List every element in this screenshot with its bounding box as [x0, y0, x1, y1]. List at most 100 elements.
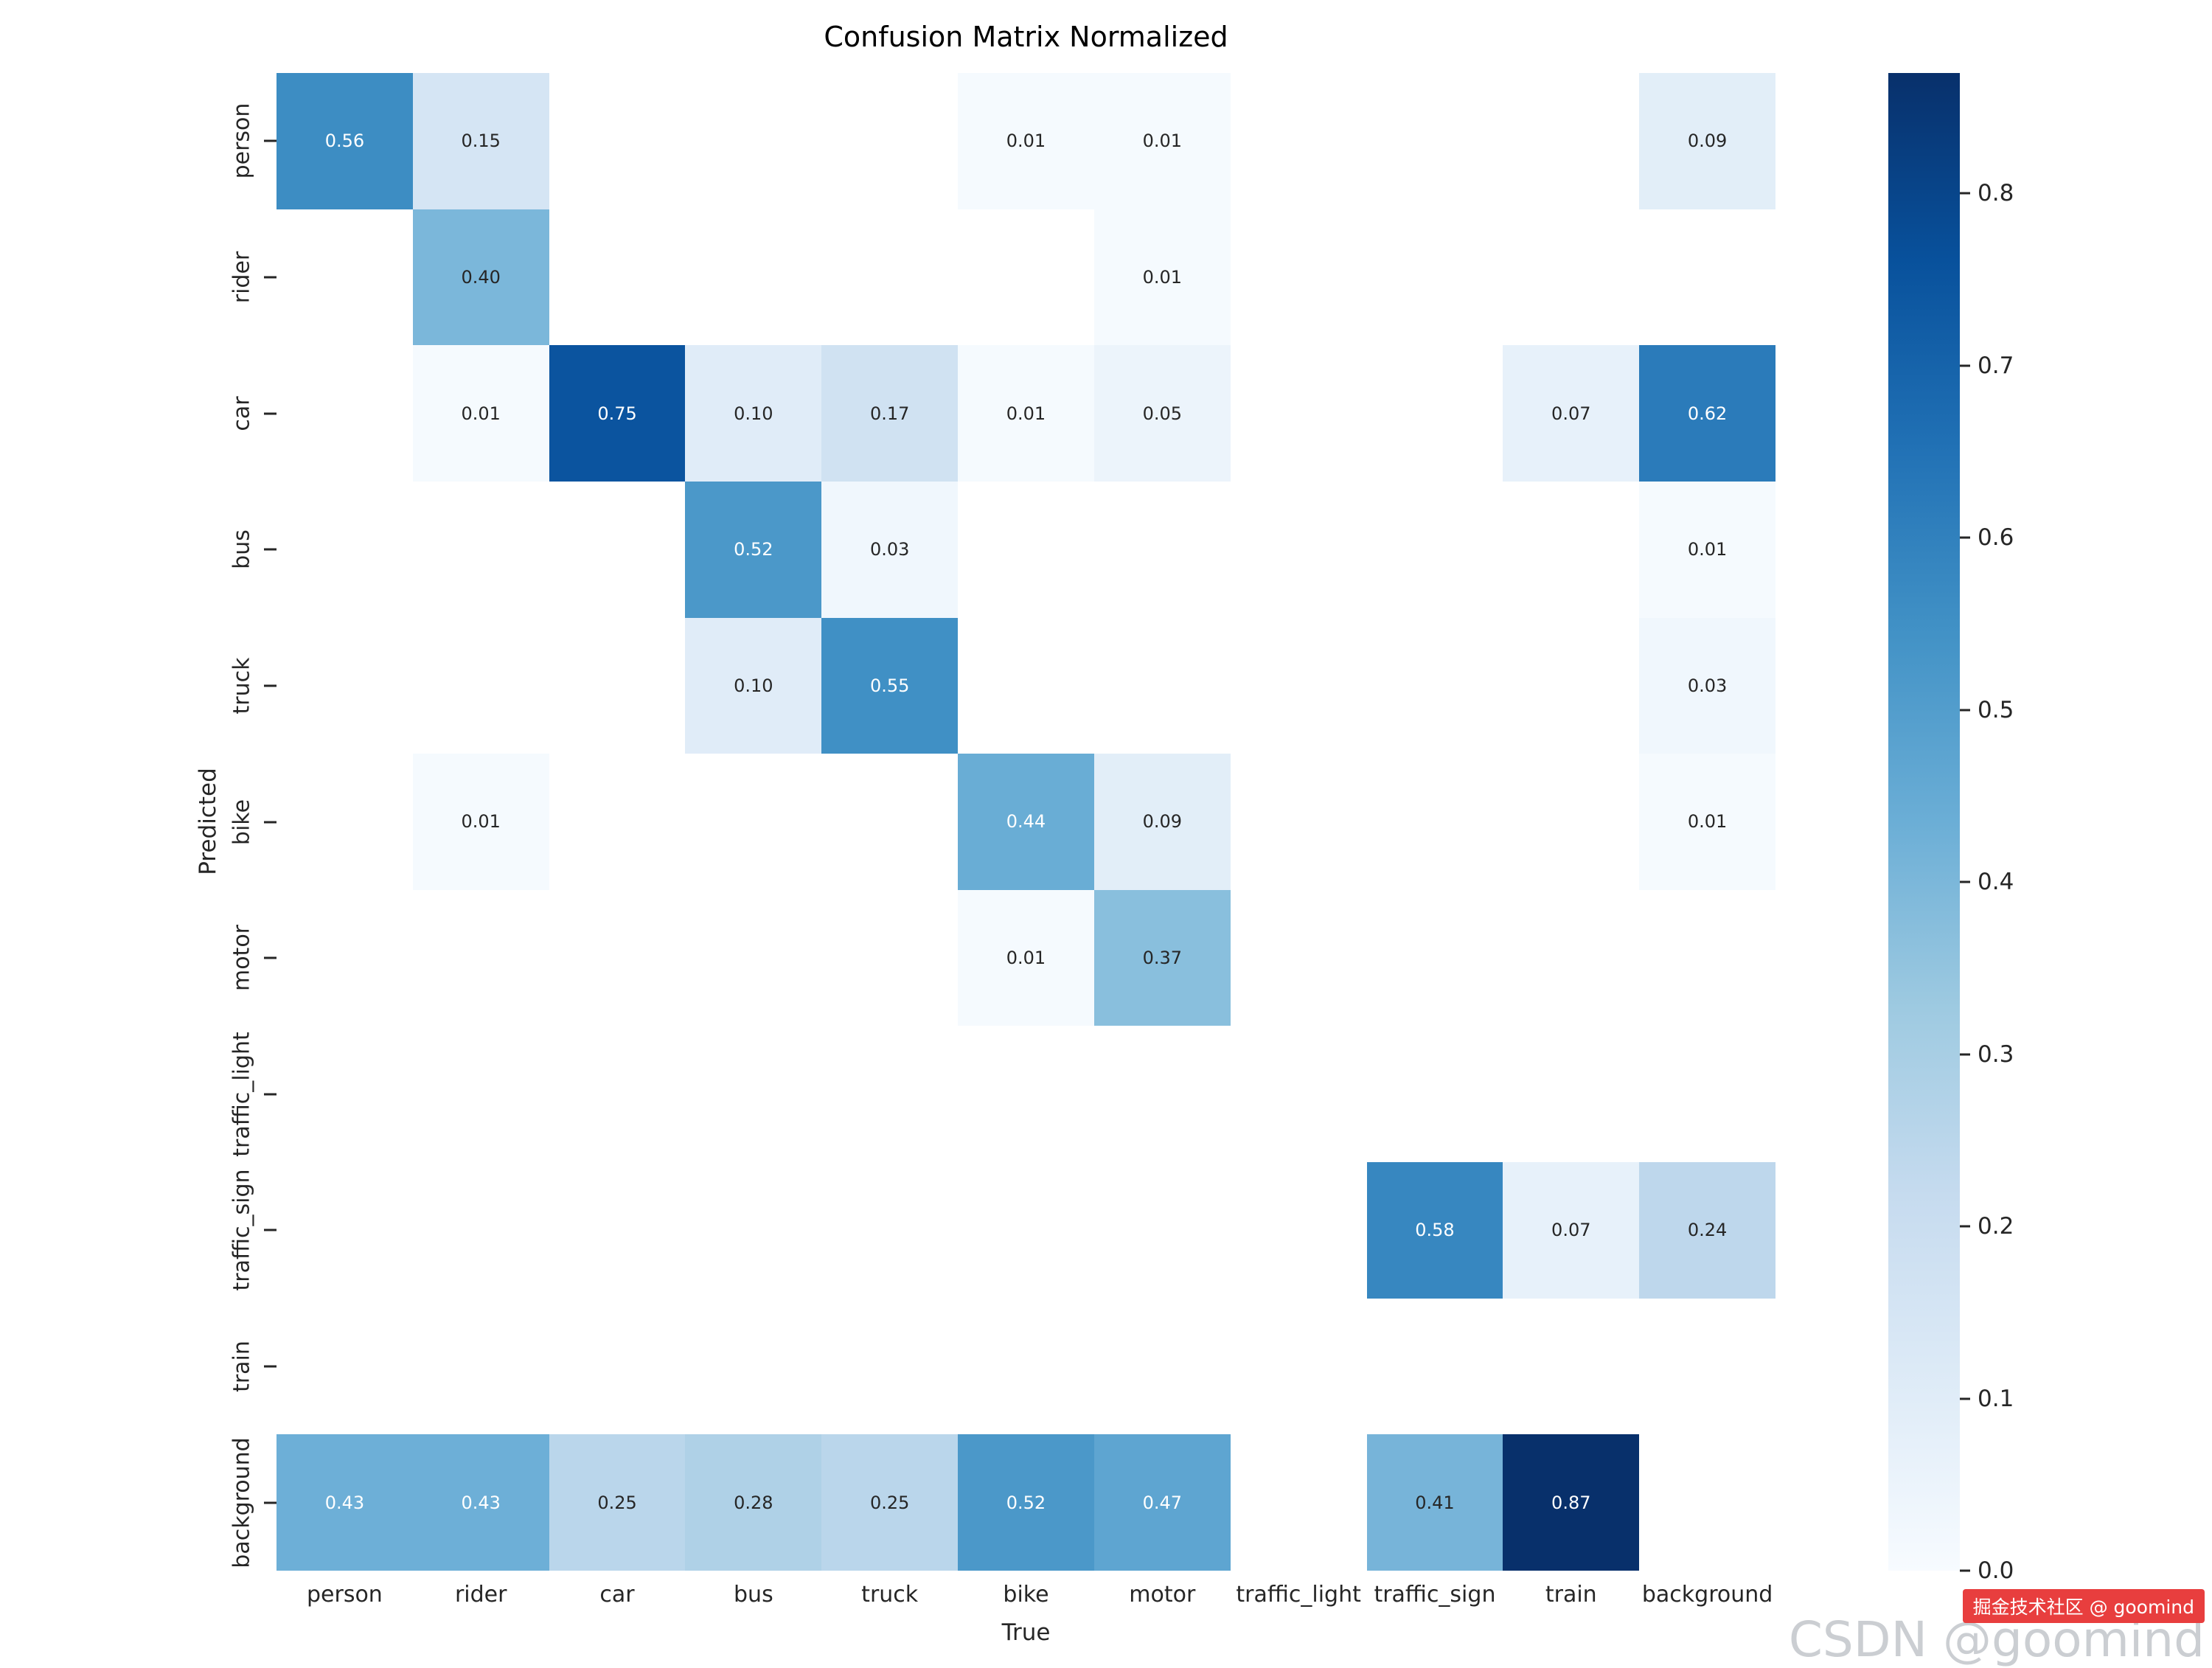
x-tick-label: bike — [1003, 1582, 1049, 1608]
y-tick-mark — [264, 139, 276, 142]
colorbar-tick-mark — [1960, 364, 1970, 367]
chart-title: Confusion Matrix Normalized — [824, 21, 1228, 53]
cell-value: 0.37 — [1142, 948, 1183, 969]
heatmap-cell — [685, 209, 822, 346]
heatmap-cell — [1639, 209, 1775, 346]
x-tick-label: truck — [861, 1582, 919, 1608]
heatmap-cell — [276, 617, 413, 754]
y-tick-label: background — [229, 1436, 255, 1568]
heatmap-cell — [549, 1162, 686, 1299]
heatmap-cell: 0.01 — [958, 73, 1094, 209]
heatmap-cell — [821, 1162, 959, 1299]
x-axis-tick-labels: person rider car bus truck bike motor traffic_l… — [276, 1582, 1775, 1613]
y-tick-label: traffic_sign — [229, 1169, 255, 1291]
cell-value: 0.25 — [869, 1492, 910, 1513]
x-tick-label: background — [1641, 1582, 1773, 1608]
heatmap-cell: 0.40 — [412, 209, 549, 346]
cell-value: 0.15 — [461, 131, 501, 152]
colorbar-tick-label: 0.0 — [1978, 1557, 2014, 1584]
y-tick-label: person — [229, 102, 255, 179]
heatmap-cell — [549, 1026, 686, 1163]
x-tick-label: bus — [734, 1582, 773, 1608]
heatmap-cell — [1366, 1026, 1503, 1163]
heatmap-cell — [958, 481, 1094, 618]
heatmap-cell — [549, 754, 686, 890]
x-tick-label: rider — [454, 1582, 507, 1608]
cell-value: 0.01 — [1142, 266, 1183, 288]
cell-value: 0.01 — [1142, 131, 1183, 152]
colorbar-tick-label: 0.6 — [1978, 524, 2014, 552]
cell-value: 0.03 — [1687, 675, 1728, 696]
heatmap-cell: 0.01 — [958, 345, 1094, 482]
heatmap-cell: 0.25 — [549, 1434, 686, 1571]
colorbar-tick-mark — [1960, 1569, 1970, 1572]
heatmap-cell — [549, 889, 686, 1026]
heatmap-cell — [685, 1162, 822, 1299]
heatmap-cell: 0.75 — [549, 345, 686, 482]
cell-value: 0.01 — [1687, 811, 1728, 833]
heatmap-cell: 0.03 — [821, 481, 959, 618]
heatmap-cell — [549, 209, 686, 346]
colorbar-tick-label: 0.5 — [1978, 696, 2014, 723]
cell-value: 0.03 — [869, 539, 910, 560]
heatmap-cell — [412, 481, 549, 618]
heatmap-cell: 0.01 — [412, 754, 549, 890]
heatmap-cell — [276, 481, 413, 618]
heatmap-cell — [821, 1026, 959, 1163]
y-tick-label: train — [229, 1341, 255, 1392]
y-tick-mark — [264, 1365, 276, 1368]
cell-value: 0.17 — [869, 403, 910, 424]
heatmap-cell: 0.52 — [958, 1434, 1094, 1571]
colorbar: 0.0 0.1 0.2 0.3 0.4 0.5 0.6 0.7 0.8 — [1888, 73, 2014, 1584]
heatmap-cell — [549, 1298, 686, 1435]
heatmap-cell — [1093, 1162, 1231, 1299]
cell-value: 0.05 — [1142, 403, 1183, 424]
heatmap-cell — [958, 617, 1094, 754]
cell-value: 0.56 — [324, 131, 365, 152]
heatmap-cell — [958, 1026, 1094, 1163]
heatmap-cell — [412, 1298, 549, 1435]
heatmap-cell — [1230, 617, 1367, 754]
y-tick-mark — [264, 1229, 276, 1231]
cell-value: 0.24 — [1687, 1220, 1728, 1241]
heatmap-cell: 0.09 — [1093, 754, 1231, 890]
heatmap-cell: 0.15 — [412, 73, 549, 209]
heatmap-cell — [276, 889, 413, 1026]
y-tick-label: car — [229, 395, 255, 431]
heatmap-cell — [821, 754, 959, 890]
heatmap-cell — [1366, 209, 1503, 346]
y-tick-mark — [264, 1093, 276, 1096]
heatmap-cell — [1366, 754, 1503, 890]
cell-value: 0.01 — [1006, 131, 1046, 152]
cell-value: 0.09 — [1687, 131, 1728, 152]
heatmap-cell — [1639, 1026, 1775, 1163]
x-tick-label: traffic_light — [1236, 1582, 1361, 1608]
y-tick-label: bus — [229, 529, 255, 570]
colorbar-tick-label: 0.2 — [1978, 1213, 2014, 1240]
y-tick-mark — [264, 412, 276, 415]
heatmap-cell — [1366, 481, 1503, 618]
heatmap-cell — [1093, 481, 1231, 618]
cell-value: 0.62 — [1687, 403, 1728, 424]
heatmap-cell: 0.56 — [276, 73, 413, 209]
heatmap-cell: 0.01 — [1639, 481, 1775, 618]
y-tick-mark — [264, 684, 276, 687]
heatmap-cell — [1093, 1298, 1231, 1435]
heatmap-cell — [1639, 1434, 1775, 1571]
heatmap-cell — [958, 1162, 1094, 1299]
heatmap-cell — [1230, 209, 1367, 346]
heatmap-cell — [1230, 1434, 1367, 1571]
heatmap-cell: 0.09 — [1639, 73, 1775, 209]
heatmap-cell — [549, 617, 686, 754]
heatmap-cell: 0.10 — [685, 617, 822, 754]
cell-value: 0.01 — [461, 403, 501, 424]
heatmap-cell — [276, 1026, 413, 1163]
x-tick-label: train — [1545, 1582, 1597, 1608]
cell-value: 0.41 — [1415, 1492, 1455, 1513]
heatmap-cell — [1503, 754, 1640, 890]
colorbar-tick-label: 0.4 — [1978, 869, 2014, 896]
heatmap-cell: 0.47 — [1093, 1434, 1231, 1571]
heatmap-grid: 0.56 0.15 0.01 0.01 0.09 0.40 0.01 0.01 0.75 0.10… — [276, 73, 1775, 1571]
heatmap-cell — [821, 209, 959, 346]
cell-value: 0.07 — [1551, 1220, 1591, 1241]
